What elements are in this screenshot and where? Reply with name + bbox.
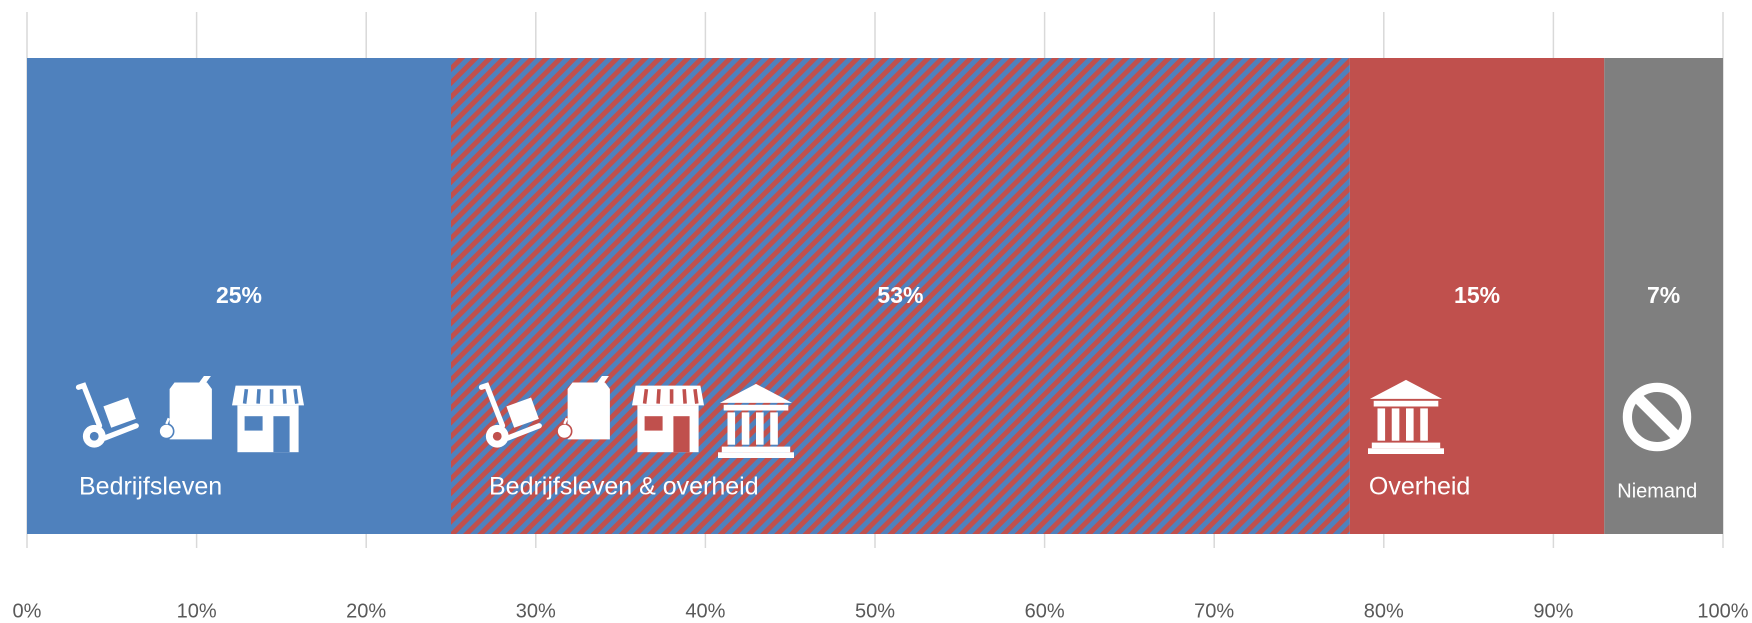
category-label: Bedrijfsleven <box>79 473 222 501</box>
x-tick-label: 30% <box>516 600 556 622</box>
x-tick-label: 80% <box>1364 600 1404 622</box>
category-label: Bedrijfsleven & overheid <box>489 473 759 501</box>
x-tick-label: 90% <box>1533 600 1573 622</box>
x-tick-label: 60% <box>1025 600 1065 622</box>
category-label: Overheid <box>1369 473 1470 501</box>
bar-segment <box>1349 58 1605 534</box>
x-tick-label: 100% <box>1697 600 1748 622</box>
icon <box>632 383 704 454</box>
bar-segment <box>1604 58 1723 534</box>
value-label: 15% <box>1454 282 1500 308</box>
x-tick-label: 70% <box>1194 600 1234 622</box>
x-tick-label: 50% <box>855 600 895 622</box>
bars <box>27 58 1723 534</box>
x-tick-label: 20% <box>346 600 386 622</box>
value-label: 7% <box>1647 282 1680 308</box>
bar-segment <box>27 58 451 534</box>
x-tick-label: 40% <box>685 600 725 622</box>
x-tick-label: 0% <box>13 600 42 622</box>
value-label: 53% <box>877 282 923 308</box>
icon <box>232 383 304 454</box>
labels: 0% 10% 20% 30% 40% 50% 60% 70% 80% 90% 100% 25% Bedr… <box>13 282 1749 622</box>
category-label: Niemand <box>1617 480 1697 502</box>
x-tick-label: 10% <box>177 600 217 622</box>
value-label: 25% <box>216 282 262 308</box>
bar-segment <box>451 58 1350 534</box>
